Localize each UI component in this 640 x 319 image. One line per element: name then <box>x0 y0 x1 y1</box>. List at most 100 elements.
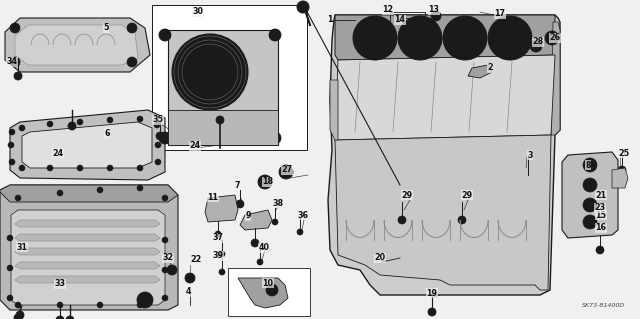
Circle shape <box>460 33 470 43</box>
Polygon shape <box>330 80 338 140</box>
Circle shape <box>279 165 293 179</box>
Polygon shape <box>205 195 238 222</box>
Circle shape <box>493 21 527 55</box>
Text: 32: 32 <box>163 254 173 263</box>
Circle shape <box>262 179 268 185</box>
Circle shape <box>283 169 289 175</box>
Polygon shape <box>0 185 178 310</box>
Text: 40: 40 <box>259 243 269 253</box>
Text: 35: 35 <box>152 115 163 124</box>
Circle shape <box>137 292 153 308</box>
Circle shape <box>236 200 244 208</box>
Text: 21: 21 <box>595 190 607 199</box>
Text: 22: 22 <box>190 256 202 264</box>
Circle shape <box>196 58 224 86</box>
Text: 15: 15 <box>595 211 607 219</box>
Circle shape <box>500 28 520 48</box>
Circle shape <box>47 121 53 127</box>
Circle shape <box>47 165 53 171</box>
Circle shape <box>107 117 113 123</box>
Text: 19: 19 <box>426 288 438 298</box>
Circle shape <box>431 11 441 21</box>
Circle shape <box>137 302 143 308</box>
Polygon shape <box>240 210 272 230</box>
Polygon shape <box>15 276 160 283</box>
Circle shape <box>57 302 63 308</box>
Circle shape <box>251 239 259 247</box>
Circle shape <box>583 215 597 229</box>
Circle shape <box>587 219 593 225</box>
Text: 30: 30 <box>193 8 204 17</box>
Circle shape <box>7 295 13 301</box>
Polygon shape <box>15 220 160 227</box>
Polygon shape <box>551 22 560 135</box>
Circle shape <box>167 265 177 275</box>
Text: 37: 37 <box>212 234 223 242</box>
Circle shape <box>448 21 482 55</box>
Polygon shape <box>328 15 560 295</box>
Text: 1: 1 <box>327 16 333 25</box>
Bar <box>228 268 310 316</box>
Circle shape <box>68 122 76 130</box>
Circle shape <box>155 142 161 148</box>
Circle shape <box>15 302 21 308</box>
Circle shape <box>16 311 24 319</box>
Circle shape <box>19 165 25 171</box>
Circle shape <box>7 265 13 271</box>
Circle shape <box>272 219 278 225</box>
Polygon shape <box>10 110 165 180</box>
Circle shape <box>587 182 593 188</box>
Polygon shape <box>0 185 178 202</box>
Circle shape <box>137 116 143 122</box>
Circle shape <box>587 202 593 208</box>
Circle shape <box>10 23 20 33</box>
Text: 27: 27 <box>282 166 292 174</box>
Circle shape <box>137 165 143 171</box>
Circle shape <box>215 231 221 237</box>
Circle shape <box>77 119 83 125</box>
Circle shape <box>587 162 593 168</box>
Circle shape <box>443 16 487 60</box>
Circle shape <box>56 316 64 319</box>
Polygon shape <box>562 152 618 238</box>
Circle shape <box>398 16 442 60</box>
Text: 14: 14 <box>394 16 406 25</box>
Text: 6: 6 <box>104 129 109 137</box>
Circle shape <box>159 29 171 41</box>
Circle shape <box>57 190 63 196</box>
Text: 12: 12 <box>383 5 394 14</box>
Polygon shape <box>5 18 150 72</box>
Circle shape <box>545 31 559 45</box>
Polygon shape <box>15 25 138 65</box>
Text: 18: 18 <box>262 177 273 187</box>
Circle shape <box>258 175 272 189</box>
Polygon shape <box>168 30 278 145</box>
Text: SK73-81400D: SK73-81400D <box>582 303 625 308</box>
Circle shape <box>488 16 532 60</box>
Polygon shape <box>15 234 160 241</box>
Circle shape <box>219 251 225 257</box>
Circle shape <box>9 159 15 165</box>
Circle shape <box>257 259 263 265</box>
Circle shape <box>15 195 21 201</box>
Circle shape <box>162 267 168 273</box>
Text: 10: 10 <box>262 278 273 287</box>
Polygon shape <box>335 55 555 140</box>
Circle shape <box>10 57 20 67</box>
Text: 16: 16 <box>595 224 607 233</box>
Text: 24: 24 <box>189 142 200 151</box>
Polygon shape <box>15 248 160 255</box>
Circle shape <box>410 28 430 48</box>
Circle shape <box>107 165 113 171</box>
Circle shape <box>162 237 168 243</box>
Polygon shape <box>11 210 165 305</box>
Circle shape <box>185 273 195 283</box>
Text: 13: 13 <box>429 5 440 14</box>
Circle shape <box>141 296 149 304</box>
Text: 11: 11 <box>207 192 218 202</box>
Circle shape <box>66 316 74 319</box>
Circle shape <box>156 132 164 140</box>
Circle shape <box>14 314 22 319</box>
Circle shape <box>219 269 225 275</box>
Circle shape <box>583 198 597 212</box>
